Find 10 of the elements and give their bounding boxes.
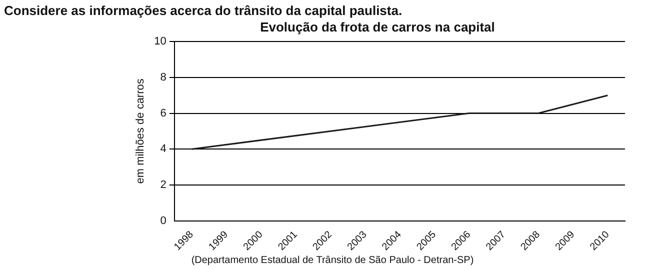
y-tick-label: 10	[154, 36, 166, 48]
y-axis-title: em milhões de carros	[134, 78, 147, 184]
y-tick-label: 2	[160, 178, 166, 191]
y-tick-label: 6	[160, 107, 166, 120]
y-tick-label: 8	[160, 71, 166, 84]
text: Considere as informações acerca do trânsito da capital paulista.	[4, 3, 402, 18]
text: (Departamento Estadual de Trânsito de São Paulo - Detran-SP)	[190, 255, 475, 266]
y-tick-label: 0	[160, 214, 166, 227]
chart-title: Evolução da frota de carros na capital	[260, 19, 495, 34]
y-tick-label: 4	[160, 143, 166, 156]
